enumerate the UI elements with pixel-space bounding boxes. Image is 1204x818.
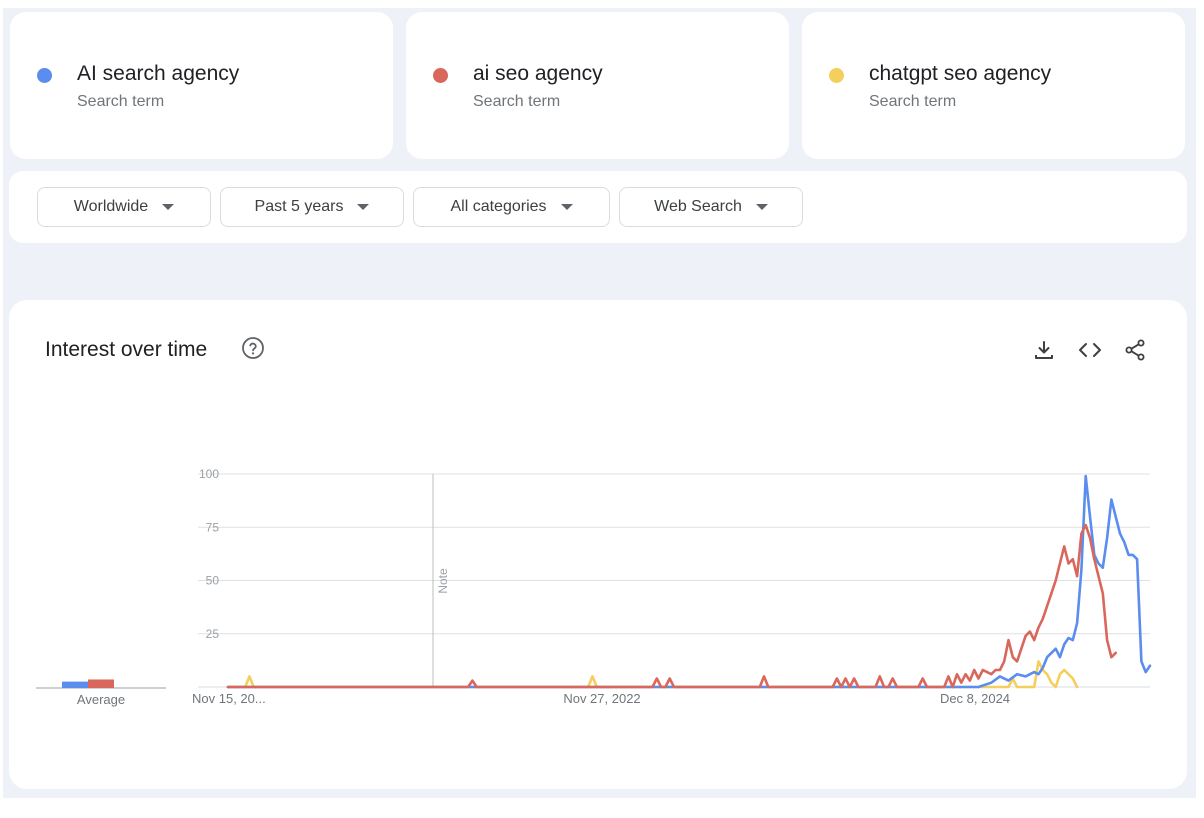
x-tick-label: Dec 8, 2024 [940, 691, 1010, 706]
y-tick-label: 50 [206, 574, 220, 588]
term-color-dot [433, 68, 448, 83]
y-tick-label: 100 [199, 467, 219, 481]
series-line-ai-search-agency [226, 474, 1152, 689]
y-tick-label: 75 [206, 520, 220, 534]
average-bar [62, 681, 88, 688]
period-label: Past 5 years [254, 198, 344, 215]
term-card-ai-seo-agency[interactable]: ai seo agency Search term [406, 12, 789, 159]
caret-down-icon [357, 204, 370, 210]
caret-down-icon [560, 204, 573, 210]
series-line-ai-seo-agency [226, 523, 1117, 689]
caret-down-icon [755, 204, 768, 210]
x-tick-label: Nov 27, 2022 [563, 691, 640, 706]
term-name: ai seo agency [473, 62, 603, 85]
period-dropdown[interactable]: Past 5 years [220, 187, 404, 227]
note-label: Note [436, 568, 450, 594]
search-type-label: Web Search [654, 198, 742, 215]
average-label: Average [77, 692, 125, 707]
download-icon[interactable] [1032, 338, 1056, 362]
y-tick-label: 25 [206, 627, 220, 641]
region-dropdown[interactable]: Worldwide [37, 187, 211, 227]
term-color-dot [829, 68, 844, 83]
region-label: Worldwide [73, 198, 149, 215]
term-subtitle: Search term [473, 93, 561, 110]
caret-down-icon [162, 204, 175, 210]
interest-over-time-panel: Interest over time [9, 300, 1187, 789]
series-line-chatgpt-seo-agency [226, 660, 1079, 689]
help-icon[interactable] [241, 336, 265, 360]
search-type-dropdown[interactable]: Web Search [619, 187, 803, 227]
panel-title: Interest over time [45, 338, 208, 361]
term-card-ai-search-agency[interactable]: AI search agency Search term [10, 12, 393, 159]
term-subtitle: Search term [77, 93, 165, 110]
embed-code-icon[interactable] [1078, 338, 1102, 362]
term-name: AI search agency [77, 62, 240, 85]
term-color-dot [37, 68, 52, 83]
average-bar [88, 679, 114, 688]
term-subtitle: Search term [869, 93, 957, 110]
category-dropdown[interactable]: All categories [413, 187, 610, 227]
term-name: chatgpt seo agency [869, 62, 1052, 85]
share-icon[interactable] [1123, 338, 1147, 362]
filters-bar: Worldwide Past 5 years All categories We… [9, 171, 1187, 243]
term-card-chatgpt-seo-agency[interactable]: chatgpt seo agency Search term [802, 12, 1185, 159]
x-tick-label: Nov 15, 20... [192, 691, 266, 706]
category-label: All categories [450, 198, 547, 215]
